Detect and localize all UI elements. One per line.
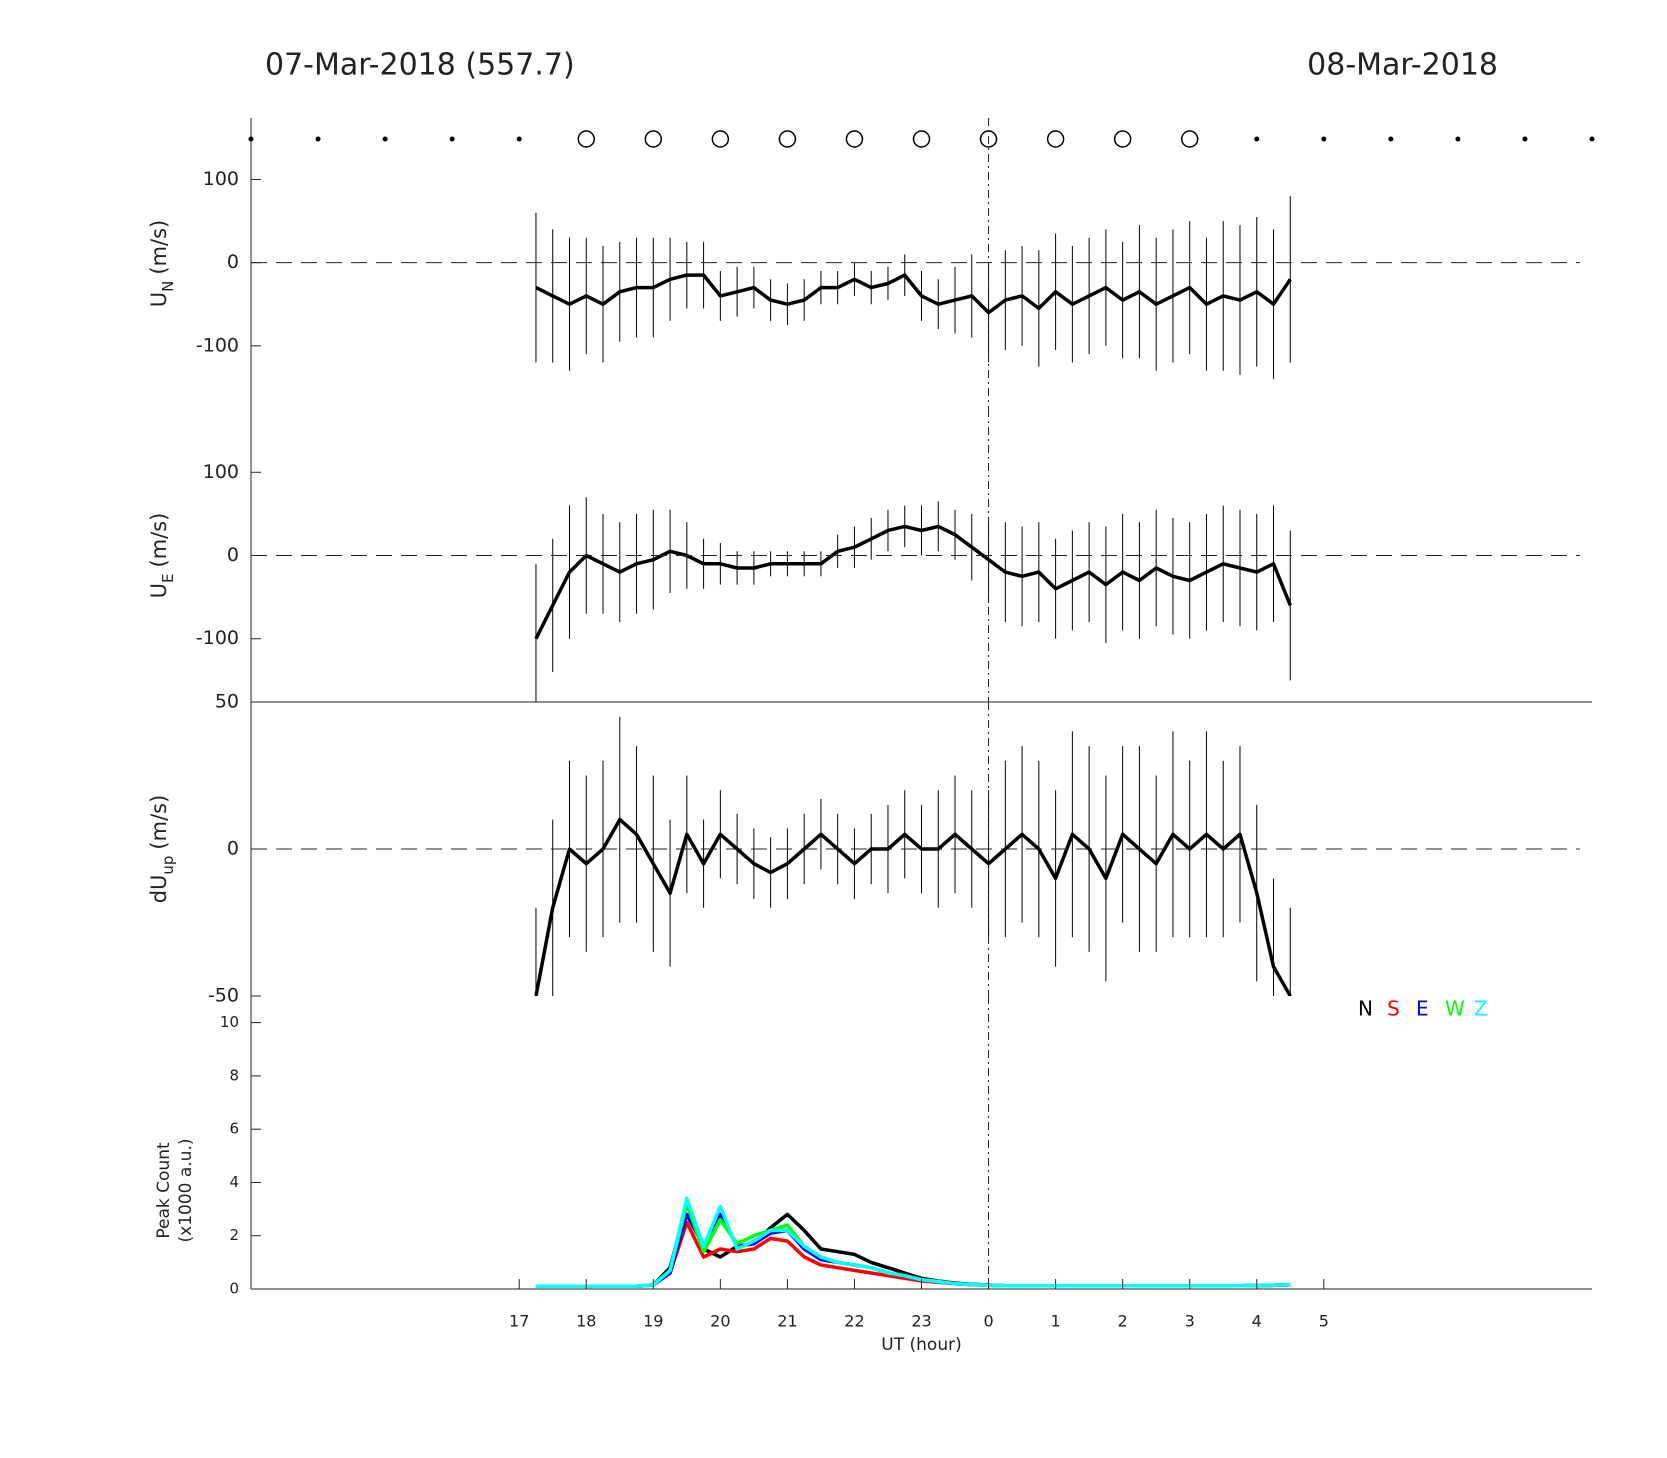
- y-axis-label: UE (m/s): [147, 513, 177, 599]
- y-tick-label: 0: [227, 251, 239, 273]
- x-tick-label: 23: [911, 1312, 931, 1331]
- x-tick-label: 3: [1185, 1312, 1195, 1331]
- x-tick-label: 21: [777, 1312, 797, 1331]
- y-tick-label: 100: [203, 461, 239, 483]
- y-tick-label: -100: [196, 627, 239, 649]
- x-tick-label: 20: [710, 1312, 730, 1331]
- hour-dot: [1254, 136, 1260, 142]
- legend-entry: N: [1358, 997, 1373, 1021]
- hour-dot: [1321, 136, 1327, 142]
- hour-circle: [778, 130, 797, 148]
- hour-circle: [644, 130, 663, 148]
- wind-line: [535, 273, 1292, 315]
- legend-entry: W: [1445, 997, 1465, 1021]
- y-axis-label: UN (m/s): [147, 220, 177, 307]
- hour-dot: [1455, 136, 1461, 142]
- y-label-main: U: [147, 292, 171, 307]
- y-tick-label: 4: [229, 1173, 239, 1191]
- y-tick-label: -100: [196, 334, 239, 356]
- x-tick-label: 4: [1252, 1312, 1262, 1331]
- y-tick-label: 8: [229, 1066, 239, 1084]
- wind-line: [534, 524, 1292, 640]
- y-label-sub: up: [159, 856, 177, 875]
- hour-dot: [1388, 136, 1394, 142]
- y-tick-label: 0: [227, 544, 239, 566]
- y-axis-label: Peak Count: [154, 1142, 174, 1239]
- panel: [534, 716, 1292, 996]
- hour-circle: [1113, 130, 1132, 148]
- y-tick-label: -50: [208, 985, 239, 1007]
- legend-entry: S: [1387, 997, 1400, 1021]
- hour-circle: [979, 130, 998, 148]
- hour-circle: [711, 130, 730, 148]
- hour-circle: [1180, 130, 1199, 148]
- y-axis-label: (x1000 a.u.): [176, 1139, 196, 1243]
- hour-dot: [248, 136, 254, 142]
- count-line: [536, 1196, 1291, 1289]
- hour-circle: [577, 130, 595, 148]
- y-tick-label: 10: [220, 1013, 239, 1031]
- y-tick-label: 6: [229, 1120, 239, 1138]
- legend-entry: Z: [1474, 997, 1488, 1021]
- hour-circle: [1046, 130, 1065, 148]
- hour-dot: [449, 136, 455, 142]
- x-tick-label: 0: [983, 1312, 993, 1331]
- y-label-sub: N: [159, 281, 177, 292]
- x-tick-label: 5: [1319, 1312, 1329, 1331]
- hour-dot: [315, 136, 321, 142]
- y-label-unit: (m/s): [147, 795, 171, 850]
- wind-line: [534, 817, 1292, 996]
- x-tick-label: 18: [576, 1312, 596, 1331]
- x-tick-label: 17: [509, 1312, 529, 1331]
- y-label-unit: (m/s): [147, 220, 171, 275]
- x-tick-label: 1: [1051, 1312, 1061, 1331]
- y-tick-label: 2: [229, 1226, 239, 1244]
- left-title: 07-Mar-2018 (557.7): [265, 48, 575, 83]
- legend-entry: E: [1416, 997, 1429, 1021]
- y-axis-label: dUup (m/s): [147, 795, 177, 904]
- y-tick-label: 0: [229, 1280, 239, 1298]
- panel: [534, 497, 1292, 702]
- y-tick-label: 100: [203, 168, 239, 190]
- y-tick-label: 50: [215, 691, 239, 713]
- panel: [536, 1196, 1291, 1289]
- x-tick-label: 2: [1118, 1312, 1128, 1331]
- hour-dot: [516, 136, 522, 142]
- hour-dot: [1589, 136, 1595, 142]
- hour-circle: [912, 130, 931, 148]
- y-label-unit: (m/s): [147, 513, 171, 568]
- y-label-sub: E: [159, 574, 177, 583]
- hour-dot: [382, 136, 388, 142]
- hour-dot: [1522, 136, 1528, 142]
- x-axis-label: UT (hour): [881, 1335, 961, 1355]
- right-title: 08-Mar-2018: [1307, 48, 1498, 83]
- panel: [535, 196, 1292, 380]
- x-tick-label: 22: [844, 1312, 864, 1331]
- y-label-main: U: [147, 583, 171, 598]
- hour-circle: [845, 130, 864, 148]
- y-label-main: dU: [147, 875, 171, 904]
- count-line: [536, 1202, 1291, 1289]
- y-tick-label: 0: [227, 838, 239, 860]
- x-tick-label: 19: [643, 1312, 663, 1331]
